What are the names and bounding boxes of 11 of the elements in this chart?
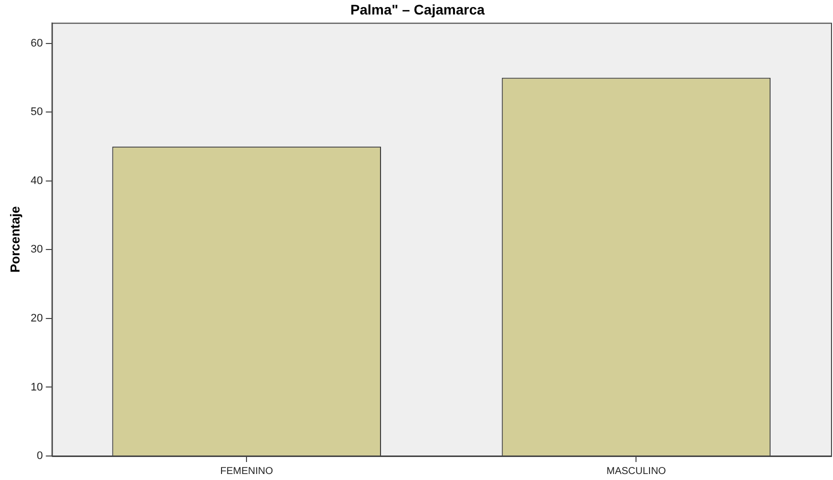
chart-title: Palma" – Cajamarca <box>350 1 485 18</box>
x-tick-label: MASCULINO <box>606 466 666 477</box>
y-tick-label: 60 <box>30 37 43 50</box>
y-tick-label: 40 <box>30 174 43 187</box>
y-tick-label: 20 <box>30 312 43 325</box>
y-tick-label: 50 <box>30 106 43 118</box>
y-tick-label: 30 <box>30 244 43 256</box>
y-tick-label: 0 <box>36 450 43 462</box>
x-tick-label: FEMENINO <box>220 466 274 477</box>
y-tick-label: 10 <box>30 381 43 394</box>
y-axis-title: Porcentaje <box>7 206 22 273</box>
